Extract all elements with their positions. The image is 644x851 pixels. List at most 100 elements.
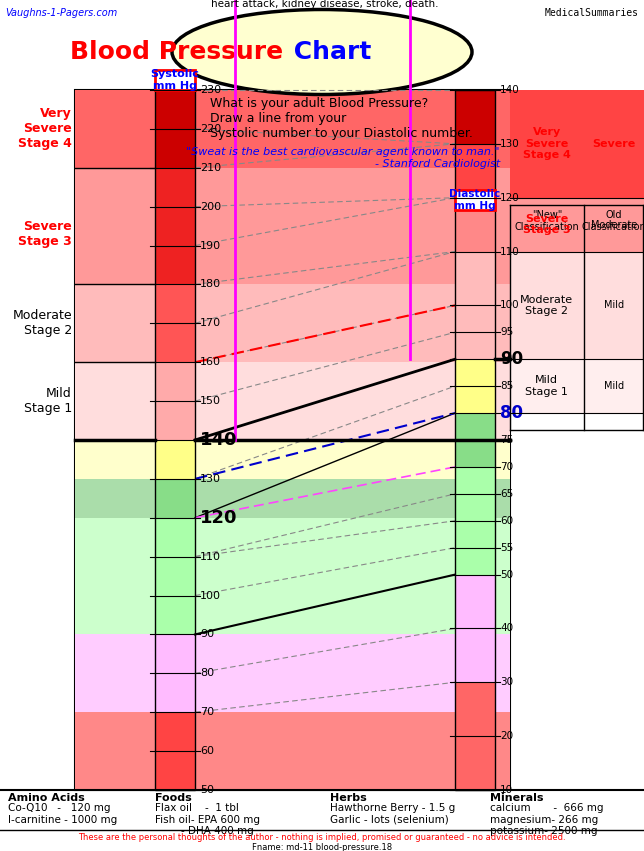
- Text: Moderate: Moderate: [591, 220, 637, 230]
- Text: Hawthorne Berry - 1.5 g
Garlic - lots (selenium): Hawthorne Berry - 1.5 g Garlic - lots (s…: [330, 803, 455, 825]
- Text: 110: 110: [500, 247, 520, 256]
- Text: Co-Q10   -   120 mg
l-carnitine - 1000 mg: Co-Q10 - 120 mg l-carnitine - 1000 mg: [8, 803, 117, 825]
- Text: 80: 80: [200, 668, 214, 678]
- Bar: [455, 359, 495, 413]
- Text: 170: 170: [200, 318, 221, 328]
- Text: 55: 55: [500, 543, 513, 552]
- Text: 90: 90: [500, 351, 523, 368]
- Text: What is your adult Blood Pressure?
Draw a line from your
Systolic number to your: What is your adult Blood Pressure? Draw …: [210, 97, 473, 140]
- Bar: [455, 413, 495, 467]
- Bar: [75, 168, 510, 284]
- Text: 200: 200: [200, 202, 221, 212]
- Text: 190: 190: [200, 241, 221, 250]
- Bar: [75, 479, 510, 517]
- Ellipse shape: [172, 9, 472, 94]
- Bar: [75, 712, 510, 790]
- Text: Moderate
Stage 2: Moderate Stage 2: [520, 294, 573, 317]
- Text: 220: 220: [200, 124, 222, 134]
- Bar: [155, 168, 195, 284]
- Text: 160: 160: [200, 357, 221, 368]
- Bar: [75, 90, 510, 790]
- Text: 60: 60: [500, 516, 513, 526]
- Bar: [155, 440, 195, 479]
- Text: 120: 120: [500, 192, 520, 203]
- Bar: [455, 90, 495, 144]
- Bar: [155, 284, 195, 363]
- Bar: [75, 635, 510, 712]
- Text: 150: 150: [200, 396, 221, 406]
- Bar: [155, 517, 195, 635]
- Text: Old
Classification: Old Classification: [582, 210, 644, 231]
- Bar: [455, 574, 495, 683]
- Text: Very
Severe
Stage 4: Very Severe Stage 4: [18, 107, 72, 151]
- Text: Vaughns-1-Pagers.com: Vaughns-1-Pagers.com: [5, 8, 117, 18]
- Bar: [75, 517, 510, 635]
- Bar: [455, 144, 495, 197]
- Text: Severe
Stage 3: Severe Stage 3: [18, 220, 72, 248]
- Bar: [75, 284, 510, 363]
- Text: Mild: Mild: [604, 381, 624, 391]
- Bar: [155, 90, 195, 168]
- Bar: [155, 712, 195, 790]
- Text: "New"
Classification: "New" Classification: [515, 210, 579, 231]
- Bar: [155, 635, 195, 712]
- Text: 95: 95: [500, 328, 513, 337]
- Text: 180: 180: [200, 279, 221, 289]
- Text: 100: 100: [500, 300, 520, 311]
- Text: Very
Severe
Stage 4: Very Severe Stage 4: [523, 128, 571, 161]
- Text: 130: 130: [200, 474, 221, 484]
- Bar: [75, 440, 510, 479]
- Text: 60: 60: [200, 746, 214, 756]
- Text: 70: 70: [500, 462, 513, 472]
- Text: Severe: Severe: [592, 139, 636, 149]
- Text: Stressed, red, bloated, sedentary,
Increased risk of cardio-vascular disease,
he: Stressed, red, bloated, sedentary, Incre…: [211, 0, 439, 9]
- Text: Severe
Stage 3: Severe Stage 3: [523, 214, 571, 236]
- Text: Diastolic
mm Hg: Diastolic mm Hg: [450, 189, 500, 211]
- Text: 20: 20: [500, 731, 513, 741]
- Text: 100: 100: [200, 591, 221, 601]
- Bar: [75, 90, 510, 168]
- Text: 140: 140: [200, 431, 238, 449]
- Text: Mild: Mild: [604, 300, 624, 311]
- Text: 70: 70: [200, 707, 214, 717]
- Bar: [455, 197, 495, 252]
- Text: Amino Acids: Amino Acids: [8, 793, 85, 803]
- Text: 110: 110: [200, 551, 221, 562]
- Bar: [455, 190, 495, 210]
- Text: Blood Pressure: Blood Pressure: [70, 40, 283, 64]
- Text: "Sweat is the best cardiovascular agent known to man."
                         : "Sweat is the best cardiovascular agent …: [187, 147, 500, 168]
- Bar: [75, 363, 510, 440]
- Text: Flax oil    -  1 tbl
Fish oil- EPA 600 mg
        - DHA 400 mg: Flax oil - 1 tbl Fish oil- EPA 600 mg - …: [155, 803, 260, 837]
- Text: 130: 130: [500, 139, 520, 149]
- Text: 50: 50: [200, 785, 214, 795]
- Bar: [510, 90, 644, 197]
- Text: 10: 10: [500, 785, 513, 795]
- Text: calcium       -  666 mg
magnesium- 266 mg
potassium- 2500 mg: calcium - 666 mg magnesium- 266 mg potas…: [490, 803, 603, 837]
- Bar: [455, 90, 495, 790]
- Text: 65: 65: [500, 488, 513, 499]
- Text: 30: 30: [500, 677, 513, 688]
- Text: 75: 75: [500, 435, 513, 445]
- Text: Foods: Foods: [155, 793, 192, 803]
- Text: 50: 50: [500, 569, 513, 580]
- Text: These are the personal thoughts of the author - nothing is implied, promised or : These are the personal thoughts of the a…: [78, 833, 566, 842]
- Text: Chart: Chart: [285, 40, 372, 64]
- Text: Fname: md-11 blood-pressure.18: Fname: md-11 blood-pressure.18: [252, 843, 392, 851]
- Text: 90: 90: [200, 630, 214, 639]
- Text: Systolic
mm Hg: Systolic mm Hg: [151, 69, 200, 91]
- Text: Mild
Stage 1: Mild Stage 1: [526, 375, 568, 397]
- Bar: [155, 479, 195, 517]
- Bar: [455, 467, 495, 574]
- Bar: [155, 90, 195, 790]
- Text: 230: 230: [200, 85, 221, 95]
- Text: Moderate
Stage 2: Moderate Stage 2: [12, 309, 72, 337]
- Text: Herbs: Herbs: [330, 793, 366, 803]
- Text: Mild
Stage 1: Mild Stage 1: [24, 387, 72, 415]
- Bar: [455, 683, 495, 790]
- Text: 140: 140: [500, 85, 520, 95]
- Bar: [510, 252, 644, 359]
- Bar: [510, 359, 644, 413]
- Text: MedicalSummaries: MedicalSummaries: [545, 8, 639, 18]
- Text: Minerals: Minerals: [490, 793, 544, 803]
- Bar: [455, 252, 495, 359]
